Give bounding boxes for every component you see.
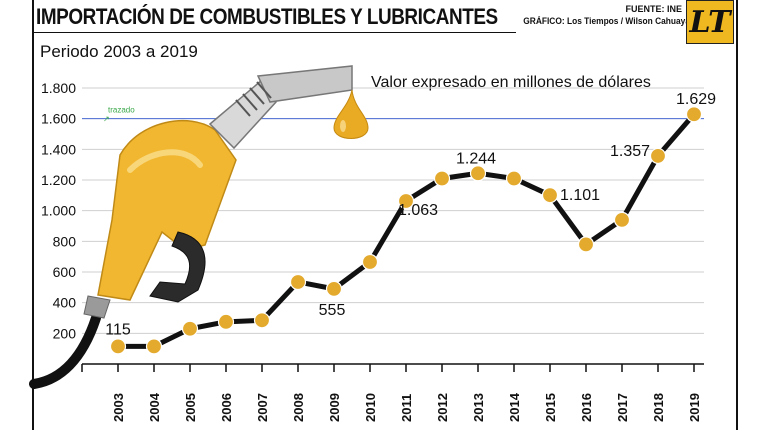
nozzle-spout-icon [256, 65, 353, 103]
y-tick-label: 1.600 [41, 111, 76, 127]
data-label-2011: 1.063 [398, 202, 438, 219]
data-point-2017 [613, 211, 631, 228]
y-tick-label: 1.400 [41, 141, 76, 157]
data-point-2019 [685, 106, 703, 123]
credit-text: GRÁFICO: Los Tiempos / Wilson Cahuaya [523, 16, 690, 26]
data-point-2005 [181, 320, 199, 337]
data-point-2009 [325, 280, 343, 297]
hose-collar-icon [83, 295, 111, 319]
nozzle-highlight-icon [127, 149, 203, 173]
nozzle-grip-line-icon [235, 99, 251, 117]
data-label-2003: 115 [105, 321, 131, 338]
y-tick-label: 200 [53, 325, 77, 341]
reference-line-label: trazado [108, 106, 135, 115]
data-point-2007 [253, 312, 271, 329]
nozzle-trigger-icon [149, 231, 206, 303]
source-text: FUENTE: INE [625, 4, 682, 14]
x-tick-label-2015: 2015 [543, 393, 558, 422]
nozzle-body-icon [97, 119, 237, 301]
data-point-2015 [541, 187, 559, 204]
chart-subtitle: Periodo 2003 a 2019 [40, 42, 198, 61]
y-tick-label: 1.800 [41, 80, 76, 96]
data-point-2010 [361, 253, 379, 271]
data-point-2013 [469, 165, 487, 182]
y-tick-label: 1.200 [41, 172, 76, 188]
y-tick-label: 800 [53, 233, 77, 249]
nozzle-grip-line-icon [242, 93, 258, 111]
fuel-drop-shine-icon [340, 120, 346, 132]
data-point-2004 [145, 338, 163, 355]
x-tick-label-2006: 2006 [219, 393, 234, 422]
data-label-2015: 1.101 [560, 187, 600, 204]
fuel-nozzle-icon [29, 65, 369, 389]
data-label-2019: 1.629 [676, 91, 716, 108]
y-tick-label: 400 [53, 295, 77, 311]
x-tick-label-2018: 2018 [651, 393, 666, 422]
data-point-2018 [649, 147, 667, 165]
left-frame-border [32, 0, 34, 430]
chart-title: IMPORTACIÓN DE COMBUSTIBLES Y LUBRICANTE… [36, 4, 498, 29]
data-point-2008 [289, 273, 307, 291]
x-tick-label-2007: 2007 [255, 393, 270, 422]
x-tick-label-2013: 2013 [471, 393, 486, 422]
data-point-2006 [217, 313, 235, 330]
data-label-2018: 1.357 [610, 143, 650, 160]
y-tick-label: 600 [53, 264, 77, 280]
data-label-2013: 1.244 [456, 150, 496, 167]
unit-annotation: Valor expresado en millones de dólares [371, 74, 651, 91]
x-tick-label-2014: 2014 [507, 392, 522, 422]
logo-badge: LT [686, 0, 734, 44]
x-tick-label-2010: 2010 [363, 393, 378, 422]
y-tick-label: 1.000 [41, 203, 76, 219]
data-point-2011 [397, 192, 415, 210]
x-tick-label-2016: 2016 [579, 393, 594, 422]
data-label-2009: 555 [319, 302, 346, 319]
right-frame-border [736, 0, 738, 430]
nozzle-grip-line-icon [256, 81, 272, 99]
title-underline [34, 32, 516, 33]
nozzle-grip-line-icon [249, 87, 265, 105]
data-point-2016 [577, 236, 595, 253]
x-tick-label-2011: 2011 [399, 394, 414, 422]
x-tick-label-2017: 2017 [615, 393, 630, 422]
hose-icon [29, 313, 101, 389]
reference-line-marker: ↗ [103, 115, 110, 124]
x-tick-label-2005: 2005 [183, 393, 198, 422]
x-tick-label-2004: 2004 [147, 392, 162, 422]
x-tick-label-2009: 2009 [327, 393, 342, 422]
data-point-2003 [109, 338, 127, 355]
data-point-2014 [505, 170, 523, 187]
x-tick-label-2008: 2008 [291, 393, 306, 422]
data-point-2012 [433, 170, 451, 187]
x-tick-label-2003: 2003 [111, 393, 126, 422]
x-tick-label-2012: 2012 [435, 393, 450, 422]
x-tick-label-2019: 2019 [687, 393, 702, 422]
fuel-drop-icon [333, 89, 369, 139]
